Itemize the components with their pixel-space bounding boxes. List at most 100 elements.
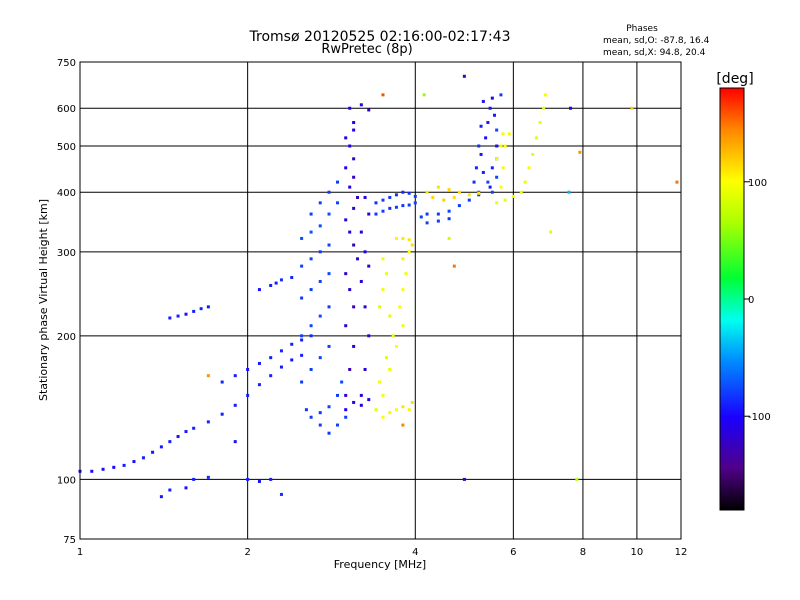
data-point: [184, 312, 188, 316]
data-point: [447, 188, 451, 192]
data-point: [495, 175, 499, 179]
data-point: [318, 356, 322, 360]
data-point: [352, 206, 356, 210]
data-point: [352, 175, 356, 179]
data-point: [503, 144, 507, 148]
data-point: [367, 398, 371, 402]
data-point: [300, 338, 304, 342]
data-point: [279, 349, 283, 353]
chart-subtitle: RwPretec (8p): [321, 42, 412, 57]
y-tick-label: 400: [57, 188, 76, 199]
data-point: [477, 191, 481, 195]
data-point: [199, 307, 203, 311]
data-point: [381, 393, 385, 397]
data-point: [543, 93, 547, 97]
data-point: [436, 212, 440, 216]
data-point: [490, 96, 494, 100]
data-point: [122, 463, 126, 467]
data-point: [447, 217, 451, 221]
data-point: [381, 288, 385, 292]
data-point: [413, 194, 417, 198]
data-point: [279, 492, 283, 496]
data-point: [352, 128, 356, 132]
data-point: [388, 367, 392, 371]
data-point: [184, 486, 188, 490]
data-point: [384, 272, 388, 276]
y-tick-label: 100: [57, 475, 76, 486]
data-point: [567, 190, 571, 194]
data-point: [279, 278, 283, 282]
data-point: [481, 170, 485, 174]
data-point: [151, 450, 155, 454]
data-point: [425, 221, 429, 225]
x-tick-label: 1: [77, 547, 83, 558]
data-point: [407, 250, 411, 254]
y-tick-label: 750: [57, 58, 76, 69]
data-point: [410, 400, 414, 404]
data-point: [192, 426, 196, 430]
data-point: [538, 121, 542, 125]
data-point: [374, 408, 378, 412]
x-tick-label: 6: [510, 547, 516, 558]
data-point: [246, 393, 250, 397]
data-point: [344, 393, 348, 397]
data-point: [457, 190, 461, 194]
data-point: [447, 236, 451, 240]
data-point: [309, 415, 313, 419]
data-point: [495, 144, 499, 148]
data-point: [542, 106, 546, 110]
data-point: [394, 205, 398, 209]
data-point: [401, 257, 405, 261]
data-point: [304, 408, 308, 412]
data-point: [309, 230, 313, 234]
data-point: [220, 412, 224, 416]
data-point: [401, 190, 405, 194]
y-tick-label: 200: [57, 332, 76, 343]
chart-title: Tromsø 20120525 02:16:00-02:17:43: [249, 29, 511, 45]
x-tick-label: 10: [631, 547, 644, 558]
data-point: [388, 195, 392, 199]
colorbar-ticks: 100 0 -100: [744, 178, 771, 423]
data-point: [220, 380, 224, 384]
data-point: [344, 408, 348, 412]
data-point: [300, 380, 304, 384]
data-point: [132, 460, 136, 464]
data-point: [575, 477, 579, 481]
data-point: [141, 456, 145, 460]
data-point: [279, 365, 283, 369]
data-point: [257, 288, 261, 292]
data-point: [404, 272, 408, 276]
data-point: [363, 367, 367, 371]
data-point: [101, 467, 105, 471]
data-point: [327, 272, 331, 276]
data-point: [388, 411, 392, 415]
data-point: [499, 185, 503, 189]
data-point: [356, 257, 360, 261]
data-point: [363, 250, 367, 254]
data-point: [327, 243, 331, 247]
data-point: [348, 144, 352, 148]
data-point: [246, 367, 250, 371]
data-point: [479, 152, 483, 156]
y-ticks: 75 100 200 300 400 500 600 750: [57, 58, 76, 546]
data-point: [318, 279, 322, 283]
data-point: [348, 288, 352, 292]
data-point: [507, 132, 511, 136]
data-point: [290, 358, 294, 362]
data-point: [206, 305, 210, 309]
data-point: [492, 113, 496, 117]
data-point: [269, 356, 273, 360]
data-point: [401, 423, 405, 427]
data-point: [363, 195, 367, 199]
data-point: [300, 296, 304, 300]
data-point: [401, 405, 405, 409]
data-point: [407, 238, 411, 242]
data-point: [394, 236, 398, 240]
data-point: [206, 475, 210, 479]
data-point: [327, 212, 331, 216]
data-point: [479, 124, 483, 128]
y-tick-label: 500: [57, 142, 76, 153]
data-point: [192, 477, 196, 481]
data-point: [569, 106, 573, 110]
